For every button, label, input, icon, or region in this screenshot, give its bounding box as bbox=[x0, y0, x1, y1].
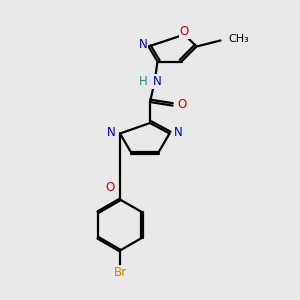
Text: Br: Br bbox=[113, 266, 127, 279]
Text: N: N bbox=[173, 126, 182, 140]
Text: O: O bbox=[105, 181, 114, 194]
Text: H: H bbox=[139, 75, 148, 88]
Text: O: O bbox=[178, 98, 187, 112]
Text: CH₃: CH₃ bbox=[228, 34, 249, 44]
Text: O: O bbox=[180, 25, 189, 38]
Text: N: N bbox=[153, 75, 162, 88]
Text: N: N bbox=[139, 38, 148, 52]
Text: N: N bbox=[107, 126, 116, 140]
